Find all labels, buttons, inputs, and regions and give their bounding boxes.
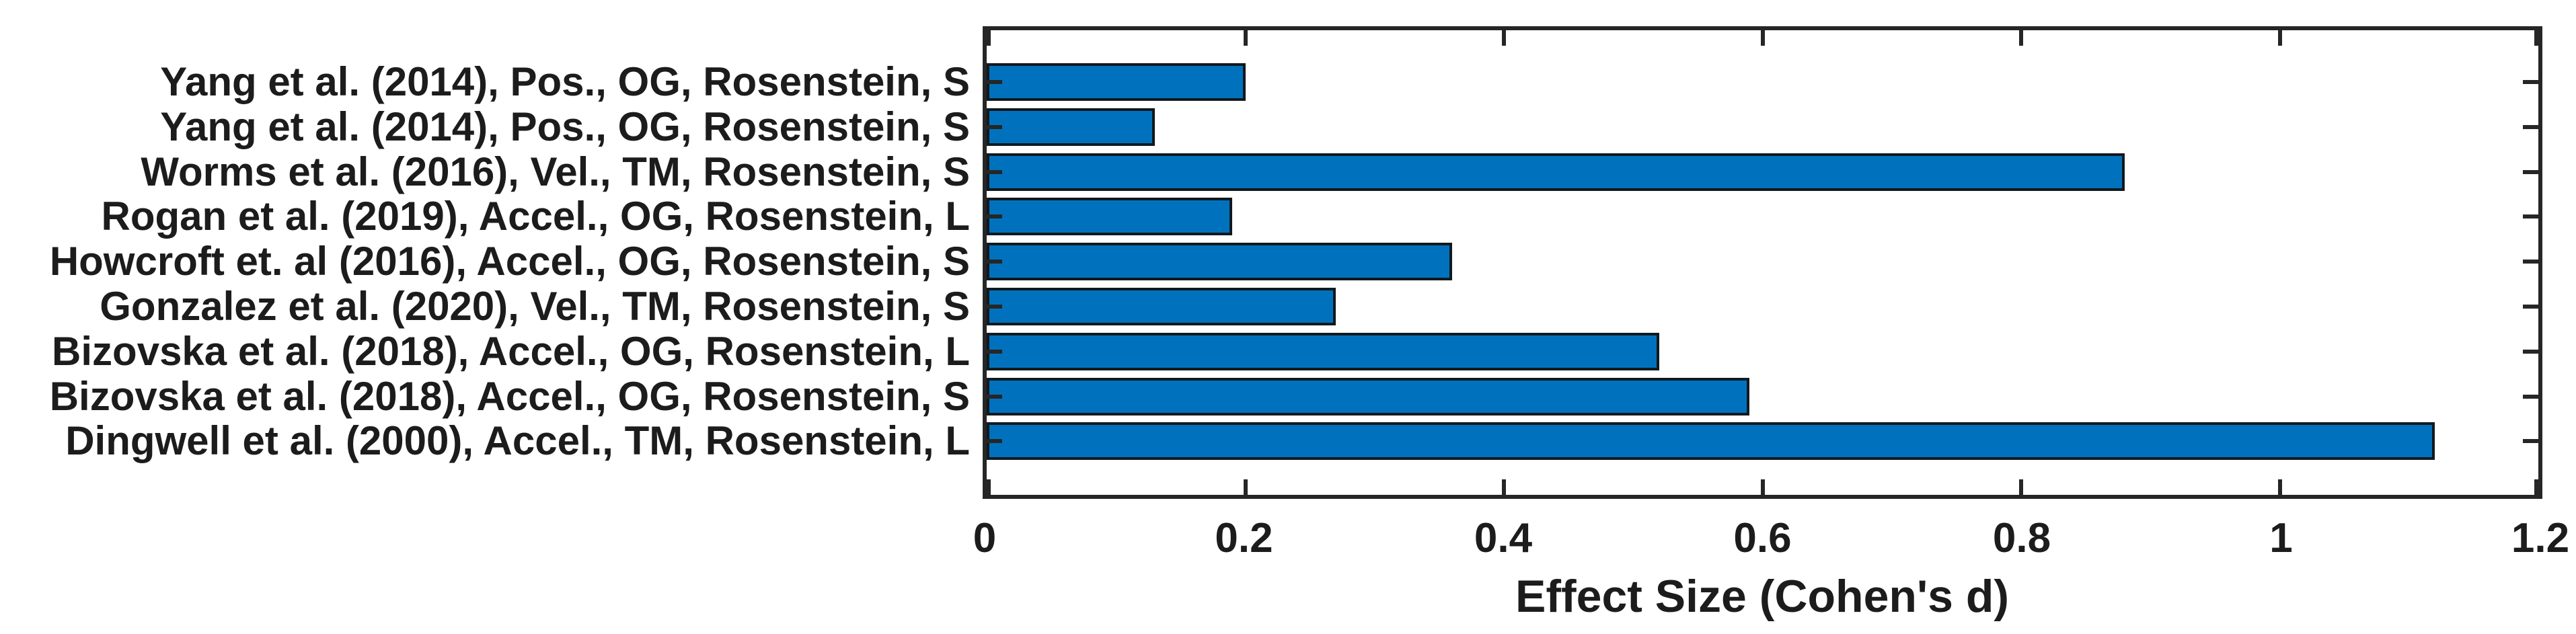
category-label: Yang et al. (2014), Pos., OG, Rosenstein… <box>160 104 970 149</box>
x-tick <box>2277 30 2282 46</box>
bar <box>987 288 1336 325</box>
y-tick <box>2523 439 2538 444</box>
x-tick-label: 0.6 <box>1733 515 1792 561</box>
y-tick <box>987 349 1002 354</box>
bar <box>987 377 1749 415</box>
x-tick <box>1243 479 1248 495</box>
category-label: Dingwell et al. (2000), Accel., TM, Rose… <box>65 418 970 464</box>
x-tick-label: 0.2 <box>1215 515 1273 561</box>
x-tick <box>987 30 991 46</box>
plot-area <box>983 26 2542 499</box>
y-tick <box>2523 260 2538 264</box>
y-tick <box>987 394 1002 399</box>
category-label: Howcroft et. al (2016), Accel., OG, Rose… <box>49 239 970 284</box>
y-tick <box>2523 305 2538 309</box>
x-tick <box>2277 479 2282 495</box>
y-tick <box>2523 349 2538 354</box>
y-tick <box>987 260 1002 264</box>
category-label: Bizovska et al. (2018), Accel., OG, Rose… <box>52 328 970 374</box>
y-tick <box>987 124 1002 129</box>
category-label: Worms et al. (2016), Vel., TM, Rosenstei… <box>141 149 970 194</box>
category-label: Yang et al. (2014), Pos., OG, Rosenstein… <box>160 59 970 104</box>
x-tick <box>1760 479 1765 495</box>
bar <box>987 153 2125 191</box>
x-tick <box>2534 479 2538 495</box>
y-tick <box>2523 124 2538 129</box>
bar <box>987 332 1659 370</box>
y-tick <box>987 305 1002 309</box>
category-label: Gonzalez et al. (2020), Vel., TM, Rosens… <box>100 284 970 329</box>
x-axis-title: Effect Size (Cohen's d) <box>1515 571 2010 622</box>
y-tick <box>2523 214 2538 219</box>
category-label: Rogan et al. (2019), Accel., OG, Rosenst… <box>101 194 970 239</box>
x-tick-label: 0.8 <box>1992 515 2051 561</box>
x-tick <box>2019 479 2023 495</box>
y-tick <box>987 214 1002 219</box>
y-tick <box>2523 394 2538 399</box>
bar <box>987 198 1232 236</box>
y-tick <box>987 169 1002 174</box>
bar <box>987 422 2435 461</box>
x-tick-label: 0.4 <box>1474 515 1533 561</box>
x-tick <box>2534 30 2538 46</box>
x-tick-label: 0 <box>973 515 997 561</box>
bar <box>987 63 1246 101</box>
category-label: Bizovska et al. (2018), Accel., OG, Rose… <box>49 373 970 419</box>
x-tick-label: 1.2 <box>2511 515 2570 561</box>
x-tick <box>1502 479 1506 495</box>
x-tick <box>1243 30 1248 46</box>
y-tick <box>987 439 1002 444</box>
bar <box>987 108 1155 146</box>
x-tick-label: 1 <box>2269 515 2293 561</box>
y-tick <box>2523 169 2538 174</box>
y-tick <box>987 80 1002 84</box>
y-tick <box>2523 80 2538 84</box>
bar <box>987 243 1452 281</box>
x-tick <box>987 479 991 495</box>
x-tick <box>1760 30 1765 46</box>
x-tick <box>1502 30 1506 46</box>
x-tick <box>2019 30 2023 46</box>
